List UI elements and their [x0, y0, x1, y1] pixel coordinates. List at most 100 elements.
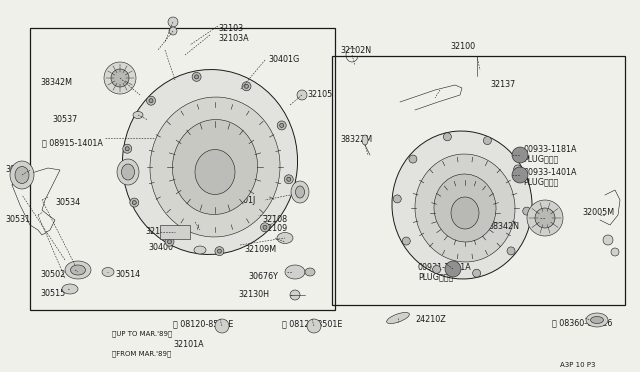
Circle shape [444, 133, 451, 141]
Circle shape [169, 27, 177, 35]
Ellipse shape [65, 261, 91, 279]
Text: 30514: 30514 [115, 270, 140, 279]
Text: 30401G: 30401G [268, 55, 300, 64]
Circle shape [277, 121, 286, 130]
Ellipse shape [451, 197, 479, 229]
Text: 24210Z: 24210Z [415, 315, 445, 324]
Text: 30676Y: 30676Y [248, 272, 278, 281]
Text: 30401J: 30401J [228, 196, 255, 205]
Circle shape [125, 147, 129, 151]
Text: 32109M: 32109M [244, 245, 276, 254]
Circle shape [433, 266, 440, 273]
Text: 38342M: 38342M [40, 78, 72, 87]
Text: 30502: 30502 [40, 270, 65, 279]
Circle shape [297, 90, 307, 100]
Text: 30515: 30515 [40, 289, 65, 298]
Circle shape [132, 201, 136, 205]
Text: PLUGプラグ: PLUGプラグ [418, 272, 453, 281]
Circle shape [263, 225, 267, 229]
Text: 〈UP TO MAR.'89〉: 〈UP TO MAR.'89〉 [112, 330, 172, 337]
Circle shape [472, 269, 481, 277]
Ellipse shape [305, 268, 315, 276]
Text: 32105: 32105 [307, 90, 332, 99]
Circle shape [130, 198, 139, 207]
Ellipse shape [586, 313, 608, 327]
Text: 32137: 32137 [490, 80, 515, 89]
Circle shape [215, 247, 224, 256]
Circle shape [215, 319, 229, 333]
Circle shape [307, 319, 321, 333]
Circle shape [168, 17, 178, 27]
Text: 32005M: 32005M [582, 208, 614, 217]
Circle shape [165, 237, 174, 246]
Text: 32103A: 32103A [218, 34, 248, 43]
Circle shape [111, 69, 129, 87]
Ellipse shape [150, 97, 280, 237]
Text: 30534: 30534 [55, 198, 80, 207]
Ellipse shape [10, 161, 34, 189]
Ellipse shape [285, 265, 305, 279]
Text: 30531: 30531 [5, 215, 30, 224]
Ellipse shape [296, 186, 305, 198]
Circle shape [523, 207, 531, 215]
Text: Ⓑ 08120-8501E: Ⓑ 08120-8501E [173, 319, 234, 328]
Circle shape [192, 73, 201, 81]
Ellipse shape [195, 150, 235, 195]
Ellipse shape [102, 267, 114, 276]
Text: Ⓢ 08360-61226: Ⓢ 08360-61226 [552, 318, 612, 327]
Text: 30537: 30537 [52, 115, 77, 124]
Circle shape [527, 200, 563, 236]
Circle shape [284, 175, 293, 184]
Circle shape [168, 240, 172, 244]
Circle shape [104, 62, 136, 94]
Circle shape [280, 124, 284, 128]
Text: PLUGプラグ: PLUGプラグ [523, 177, 558, 186]
Ellipse shape [415, 154, 515, 262]
Circle shape [242, 82, 251, 91]
Text: 30400: 30400 [148, 243, 173, 252]
Text: Ⓑ 08120-8501E: Ⓑ 08120-8501E [282, 319, 342, 328]
Circle shape [611, 248, 619, 256]
Text: 32103: 32103 [218, 24, 243, 33]
Ellipse shape [194, 246, 206, 254]
Ellipse shape [133, 112, 143, 119]
Ellipse shape [387, 312, 410, 324]
Circle shape [147, 96, 156, 105]
Bar [160, 225, 190, 239]
Circle shape [287, 177, 291, 181]
Circle shape [507, 247, 515, 255]
Text: 30542: 30542 [5, 165, 30, 174]
Circle shape [290, 290, 300, 300]
Circle shape [535, 208, 555, 228]
Ellipse shape [122, 70, 298, 254]
Text: 〈FROM MAR.'89〉: 〈FROM MAR.'89〉 [112, 350, 172, 357]
Bar [30, 28, 335, 310]
Circle shape [409, 155, 417, 163]
Ellipse shape [277, 232, 293, 244]
Text: 32108: 32108 [262, 215, 287, 224]
Circle shape [445, 261, 461, 277]
Circle shape [403, 237, 410, 245]
Bar [332, 56, 625, 305]
Text: 32102N: 32102N [340, 46, 371, 55]
Text: A3P 10 P3: A3P 10 P3 [560, 362, 595, 368]
Text: 00933-1401A: 00933-1401A [523, 168, 577, 177]
Ellipse shape [62, 284, 78, 294]
Text: 32109: 32109 [262, 224, 287, 233]
Ellipse shape [15, 167, 29, 183]
Ellipse shape [70, 265, 86, 275]
Ellipse shape [591, 317, 604, 324]
Circle shape [514, 165, 522, 173]
Text: 00933-1181A: 00933-1181A [523, 145, 577, 154]
Text: Ⓟ 08915-1401A: Ⓟ 08915-1401A [42, 138, 103, 147]
Text: 38322M: 38322M [340, 135, 372, 144]
Circle shape [512, 147, 528, 163]
Text: 32105: 32105 [145, 227, 170, 236]
Text: 38342N: 38342N [488, 222, 519, 231]
Circle shape [393, 195, 401, 203]
Circle shape [149, 99, 153, 103]
Ellipse shape [362, 135, 368, 145]
Ellipse shape [172, 119, 257, 215]
Circle shape [244, 84, 248, 88]
Text: 32100: 32100 [450, 42, 475, 51]
